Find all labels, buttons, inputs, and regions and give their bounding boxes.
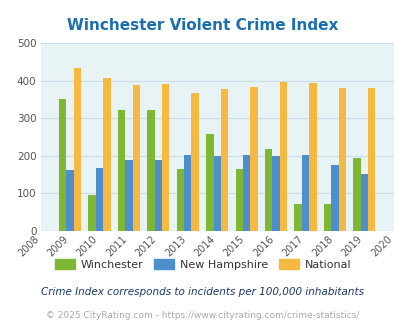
Bar — [272, 156, 279, 231]
Bar — [176, 169, 183, 231]
Bar — [301, 155, 309, 231]
Text: Crime Index corresponds to incidents per 100,000 inhabitants: Crime Index corresponds to incidents per… — [41, 287, 364, 297]
Bar — [103, 78, 110, 231]
Bar — [162, 84, 169, 231]
Bar — [66, 170, 74, 231]
Bar — [88, 195, 96, 231]
Bar — [338, 88, 345, 231]
Bar — [250, 86, 257, 231]
Bar — [235, 169, 242, 231]
Bar — [309, 83, 316, 231]
Bar — [117, 110, 125, 231]
Bar — [154, 159, 162, 231]
Bar — [279, 82, 286, 231]
Bar — [330, 165, 338, 231]
Text: © 2025 CityRating.com - https://www.cityrating.com/crime-statistics/: © 2025 CityRating.com - https://www.city… — [46, 311, 359, 320]
Bar — [125, 159, 132, 231]
Bar — [323, 204, 330, 231]
Bar — [367, 88, 375, 231]
Bar — [294, 204, 301, 231]
Bar — [220, 89, 228, 231]
Legend: Winchester, New Hampshire, National: Winchester, New Hampshire, National — [50, 255, 355, 274]
Bar — [206, 134, 213, 231]
Bar — [264, 149, 272, 231]
Bar — [96, 168, 103, 231]
Bar — [191, 92, 198, 231]
Bar — [183, 155, 191, 231]
Bar — [360, 174, 367, 231]
Bar — [132, 85, 140, 231]
Bar — [147, 110, 154, 231]
Bar — [242, 155, 250, 231]
Bar — [74, 69, 81, 231]
Bar — [213, 156, 220, 231]
Bar — [352, 158, 360, 231]
Text: Winchester Violent Crime Index: Winchester Violent Crime Index — [67, 18, 338, 33]
Bar — [59, 99, 66, 231]
